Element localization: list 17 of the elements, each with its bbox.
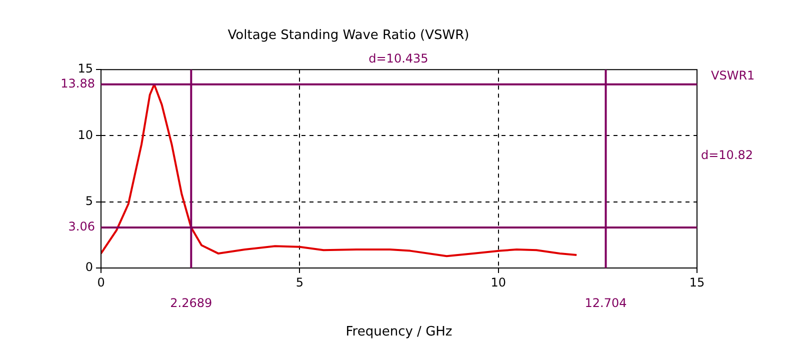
text: VSWR1 [711,68,755,83]
y-tick-label: 15 [78,62,93,76]
y-tick-label: 10 [78,128,93,142]
text: d=10.435 [368,52,428,66]
x-tick-label: 15 [689,275,705,290]
ref-line-label: 2.2689 [170,296,212,310]
x-axis-title: Frequency / GHz [346,324,452,340]
ref-line-label: 12.704 [584,296,627,310]
x-tick-label: 5 [296,275,304,290]
ref-line-label: 3.06 [68,220,95,234]
x-tick-label: 10 [490,275,506,290]
y-tick-label: 5 [85,194,93,208]
y-tick-label: 0 [85,260,93,274]
chart-title: Voltage Standing Wave Ratio (VSWR) [228,28,470,44]
ref-line-label: 13.88 [60,76,95,91]
text: d=10.82 [701,148,754,162]
x-tick-label: 0 [97,275,105,290]
